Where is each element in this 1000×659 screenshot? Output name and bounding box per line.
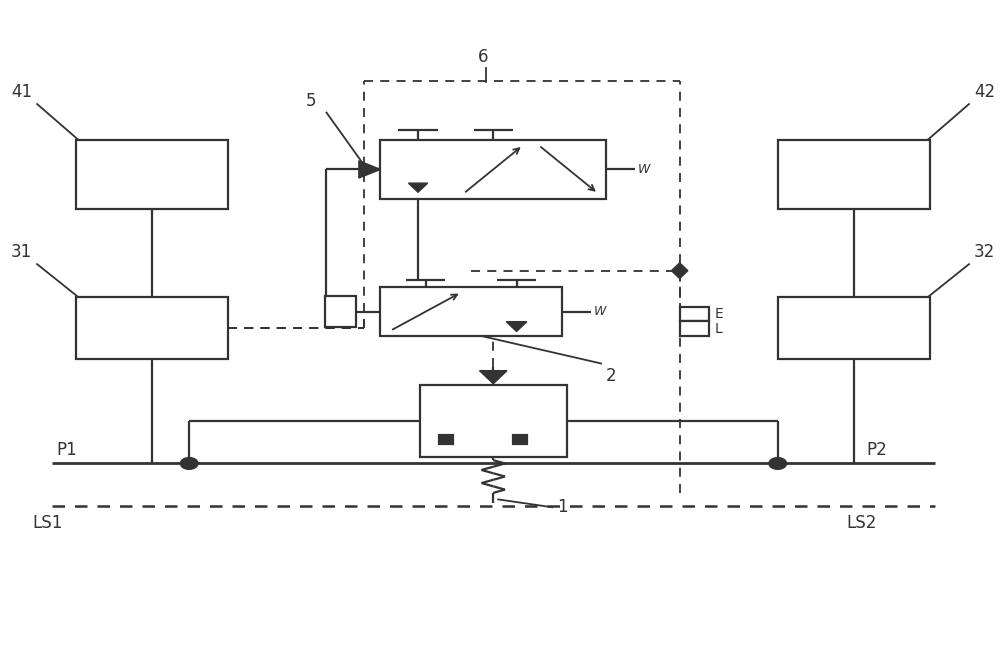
Polygon shape (671, 263, 688, 279)
Text: L: L (715, 322, 723, 335)
Bar (778, 297, 930, 359)
Polygon shape (480, 370, 507, 384)
Text: 31: 31 (11, 243, 32, 261)
Text: 5: 5 (306, 92, 317, 110)
Text: LS1: LS1 (32, 514, 63, 532)
Polygon shape (408, 183, 428, 192)
Text: 1: 1 (557, 498, 568, 516)
Bar (380, 140, 606, 199)
Polygon shape (506, 322, 527, 331)
Text: 41: 41 (11, 83, 32, 101)
Text: LS2: LS2 (846, 514, 877, 532)
Text: E: E (715, 307, 724, 321)
Bar (680, 307, 709, 322)
Bar (76, 297, 228, 359)
Text: 32: 32 (974, 243, 995, 261)
Bar (680, 322, 709, 335)
Text: P2: P2 (866, 441, 887, 459)
Bar (420, 385, 567, 457)
Text: 42: 42 (974, 83, 995, 101)
Text: W: W (593, 305, 606, 318)
Text: P1: P1 (57, 441, 77, 459)
Bar (513, 435, 527, 444)
Bar (380, 287, 562, 336)
Circle shape (180, 457, 198, 469)
Bar (76, 140, 228, 209)
Bar (325, 296, 356, 328)
Polygon shape (359, 161, 380, 178)
Bar (778, 140, 930, 209)
Circle shape (769, 457, 787, 469)
Bar (439, 435, 453, 444)
Text: 2: 2 (606, 367, 617, 385)
Text: 6: 6 (478, 47, 489, 65)
Text: W: W (637, 163, 650, 176)
